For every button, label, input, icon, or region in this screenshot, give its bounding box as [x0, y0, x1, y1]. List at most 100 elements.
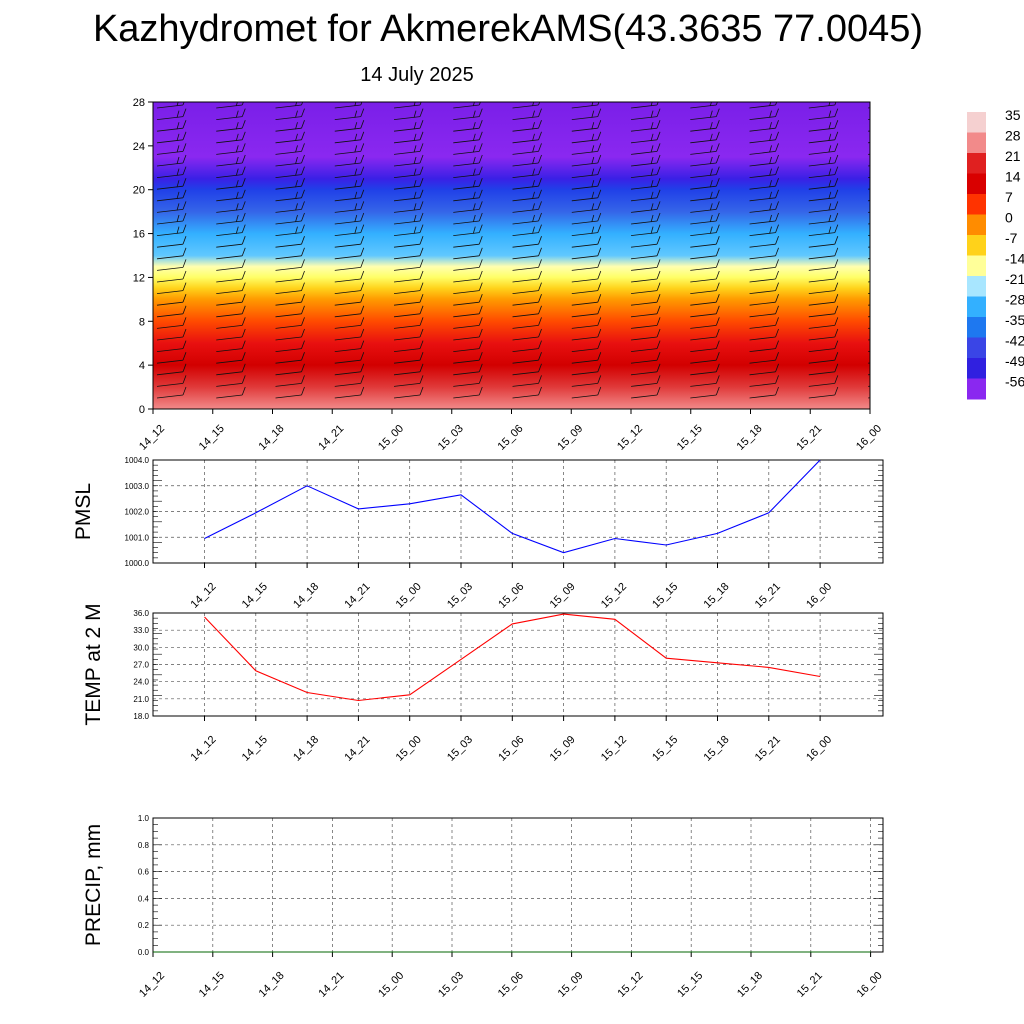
wind-barb-65 — [275, 247, 305, 260]
wind-barb-flag — [295, 168, 298, 176]
wind-barb-flag — [354, 168, 358, 176]
wind-barb-231 — [631, 363, 661, 376]
wind-barb-275 — [749, 270, 779, 283]
wind-barb-flag — [235, 133, 239, 141]
wind-barb-211 — [631, 131, 661, 144]
wind-barb-167 — [512, 224, 542, 236]
wind-barb-flag — [834, 317, 839, 326]
wind-barb-92 — [334, 259, 365, 271]
wind-barb-flag — [301, 247, 305, 256]
wind-barb-flag — [834, 352, 839, 361]
wind-barb-staff — [571, 394, 598, 399]
wind-barb-staff — [334, 116, 361, 120]
wind-barb-flag — [709, 191, 713, 199]
wind-barb-flag — [834, 375, 839, 384]
wind-barb-staff — [571, 267, 598, 271]
wind-barb-flag — [715, 375, 720, 384]
wind-barb-staff — [275, 290, 302, 294]
wind-barb-251 — [690, 294, 720, 306]
wind-barb-flag — [538, 352, 542, 361]
wind-barb-242 — [690, 189, 720, 202]
wind-barb-flag — [650, 156, 654, 165]
wind-barb-staff — [631, 127, 658, 132]
wind-barb-186 — [571, 143, 602, 155]
temp-ytick-label-0: 18.0 — [133, 712, 149, 721]
wind-barb-flag — [295, 122, 298, 130]
wind-barb-flag — [182, 131, 187, 140]
wind-barb-72 — [275, 328, 305, 341]
wind-barb-flag — [709, 156, 713, 165]
wind-barb-staff — [868, 327, 870, 329]
wind-barb-staff — [808, 255, 835, 260]
wind-barb-staff — [749, 174, 776, 178]
wind-barb-staff — [749, 325, 776, 329]
wind-barb-flag — [182, 340, 187, 349]
wind-barb-flag — [301, 236, 305, 245]
wind-barb-flag — [419, 143, 424, 152]
wind-barb-212 — [631, 143, 661, 155]
wind-barb-flag — [591, 203, 595, 211]
wind-barb-staff — [631, 116, 658, 120]
wind-barb-flag — [301, 224, 305, 233]
colorbar-segment-12 — [967, 358, 986, 379]
wind-barb-151 — [453, 340, 483, 352]
wind-barb-staff — [690, 278, 717, 283]
wind-barb-flag — [301, 143, 305, 152]
wind-barb-141 — [453, 224, 483, 236]
wind-barb-staff — [571, 301, 598, 306]
wind-barb-334 — [868, 362, 870, 364]
wind-barb-staff — [275, 220, 302, 225]
wind-barb-staff — [216, 116, 243, 120]
wind-barb-flag — [538, 386, 542, 396]
wind-barb-flag — [775, 189, 779, 198]
wind-barb-flag — [597, 247, 602, 256]
wind-barb-staff — [216, 267, 243, 271]
wind-barb-81 — [334, 131, 365, 144]
wind-barb-48 — [216, 352, 246, 364]
wind-barb-staff — [453, 174, 480, 178]
wind-barb-staff — [453, 139, 480, 144]
profile-xtick-label-10: 15_18 — [735, 423, 765, 453]
wind-barb-flag — [894, 317, 897, 325]
wind-barb-133 — [453, 131, 483, 144]
wind-barb-flag — [419, 282, 424, 291]
wind-barb-flag — [478, 224, 483, 233]
wind-barb-flag — [413, 191, 417, 199]
pmsl-panel: 1000.0 1001.0 1002.0 1003.0 1004.0 14_12 14_15… — [72, 456, 884, 611]
wind-barb-staff — [275, 139, 302, 144]
wind-barb-38 — [216, 236, 246, 248]
wind-barb-261 — [749, 108, 779, 120]
wind-barb-flag — [650, 145, 654, 153]
wind-barb-staff — [749, 267, 776, 271]
wind-barb-staff — [808, 290, 835, 294]
wind-barb-staff — [868, 281, 870, 283]
wind-barb-233 — [631, 386, 661, 399]
wind-barb-94 — [334, 282, 365, 294]
wind-barb-88 — [334, 212, 365, 225]
wind-barb-flag — [360, 108, 365, 117]
wind-barb-staff — [453, 232, 480, 236]
wind-barb-flag — [656, 178, 661, 187]
wind-barb-staff — [156, 197, 184, 202]
wind-barb-flag — [478, 259, 483, 268]
wind-barb-34 — [216, 189, 246, 202]
wind-barb-flag — [472, 214, 476, 223]
wind-barb-flag — [472, 122, 476, 130]
wind-barb-262 — [749, 120, 779, 132]
wind-barb-staff — [156, 139, 184, 144]
wind-barb-221 — [631, 247, 661, 260]
wind-barb-flag — [538, 154, 542, 164]
wind-barb-flag — [597, 236, 602, 245]
wind-barb-flag — [538, 224, 542, 233]
wind-barb-flag — [715, 189, 720, 198]
wind-barb-flag — [478, 282, 483, 291]
wind-barb-106 — [393, 120, 424, 132]
wind-barb-274 — [749, 259, 779, 271]
wind-barb-staff — [868, 246, 870, 248]
wind-barb-90 — [334, 236, 365, 248]
wind-barb-315 — [868, 142, 870, 144]
wind-barb-flag — [182, 259, 187, 268]
wind-barb-flag — [235, 226, 239, 234]
profile-xtick-label-9: 15_15 — [675, 423, 705, 453]
wind-barb-flag — [538, 247, 542, 256]
